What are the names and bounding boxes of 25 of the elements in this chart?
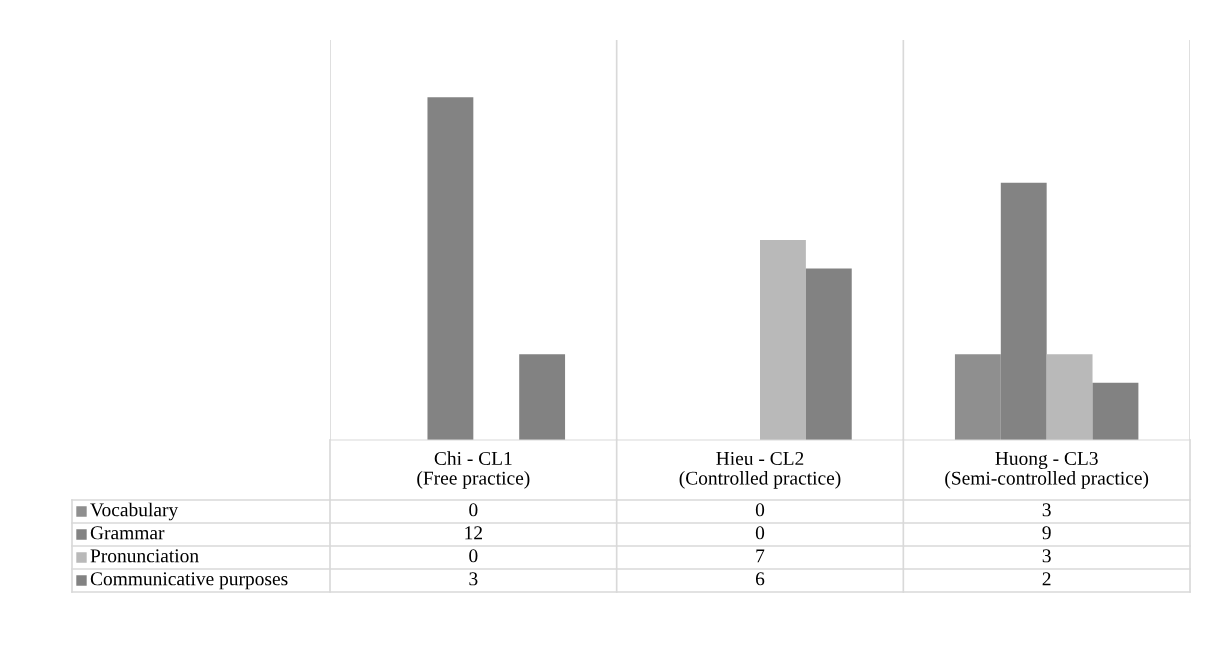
x-tick-label: Huong - CL3 (Semi-controlled practice) <box>945 451 1149 489</box>
bar <box>1046 354 1093 440</box>
bar <box>805 268 852 440</box>
bar <box>519 354 566 440</box>
bar <box>427 97 474 440</box>
data-label: 3 <box>1042 503 1051 517</box>
data-label: 0 <box>469 549 478 563</box>
legend-label: Pronunciation <box>90 549 199 563</box>
legend-label: Communicative purposes <box>90 572 288 590</box>
legend-label: Grammar <box>90 526 165 540</box>
data-label: 12 <box>465 526 482 540</box>
data-label: 3 <box>469 572 478 586</box>
data-label: 2 <box>1042 572 1051 586</box>
bar <box>760 240 806 440</box>
bar <box>1092 382 1139 440</box>
data-label: 9 <box>1042 526 1051 540</box>
data-label: 0 <box>469 503 478 517</box>
legend-label: Vocabulary <box>90 502 179 521</box>
x-tick-label: Hieu - CL2 (Controlled practice) <box>679 451 841 489</box>
data-label: 0 <box>755 526 765 540</box>
x-tick-label: Chi - CL1 (Free practice) <box>417 451 530 489</box>
data-label: 6 <box>755 572 765 586</box>
data-label: 0 <box>755 503 765 517</box>
data-label: 3 <box>1042 549 1051 563</box>
data-label: 7 <box>756 549 765 563</box>
